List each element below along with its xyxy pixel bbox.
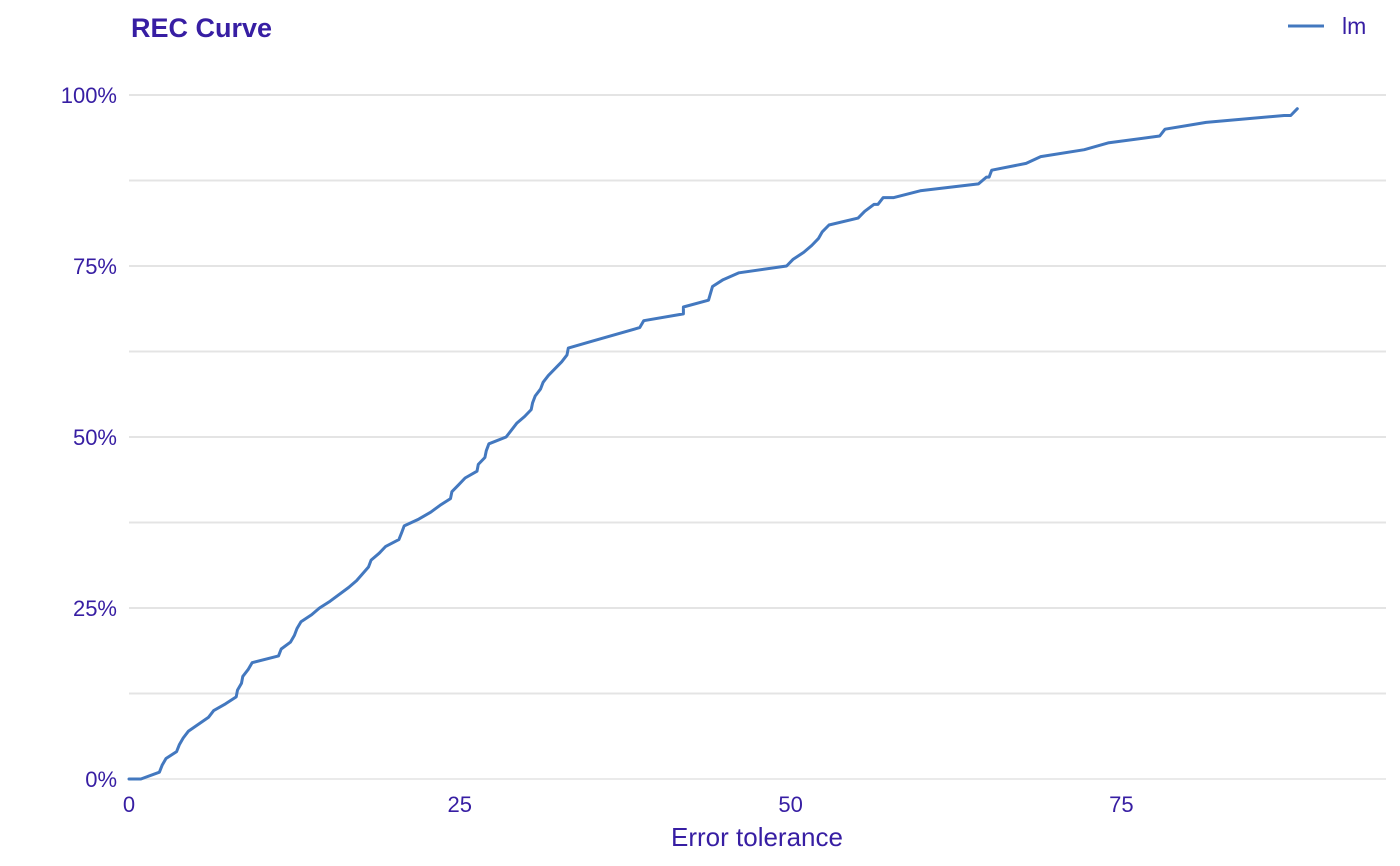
x-axis-title: Error tolerance	[671, 822, 843, 852]
y-tick-label: 25%	[73, 596, 117, 621]
y-tick-label: 0%	[85, 767, 117, 792]
y-axis-tick-labels: 0% 25% 50% 75% 100%	[61, 83, 117, 792]
series-line-lm	[127, 107, 1299, 781]
y-tick-label: 50%	[73, 425, 117, 450]
series-layer	[127, 107, 1299, 781]
x-tick-label: 50	[778, 792, 802, 817]
gridlines	[129, 94, 1386, 695]
chart-title: REC Curve	[131, 13, 272, 43]
legend-label-lm: lm	[1342, 13, 1366, 39]
y-tick-label: 75%	[73, 254, 117, 279]
x-axis-tick-labels: 0 25 50 75	[123, 792, 1134, 817]
y-tick-label: 100%	[61, 83, 117, 108]
x-tick-label: 25	[448, 792, 472, 817]
x-tick-label: 0	[123, 792, 135, 817]
legend[interactable]: lm	[1288, 13, 1366, 39]
x-tick-label: 75	[1109, 792, 1133, 817]
